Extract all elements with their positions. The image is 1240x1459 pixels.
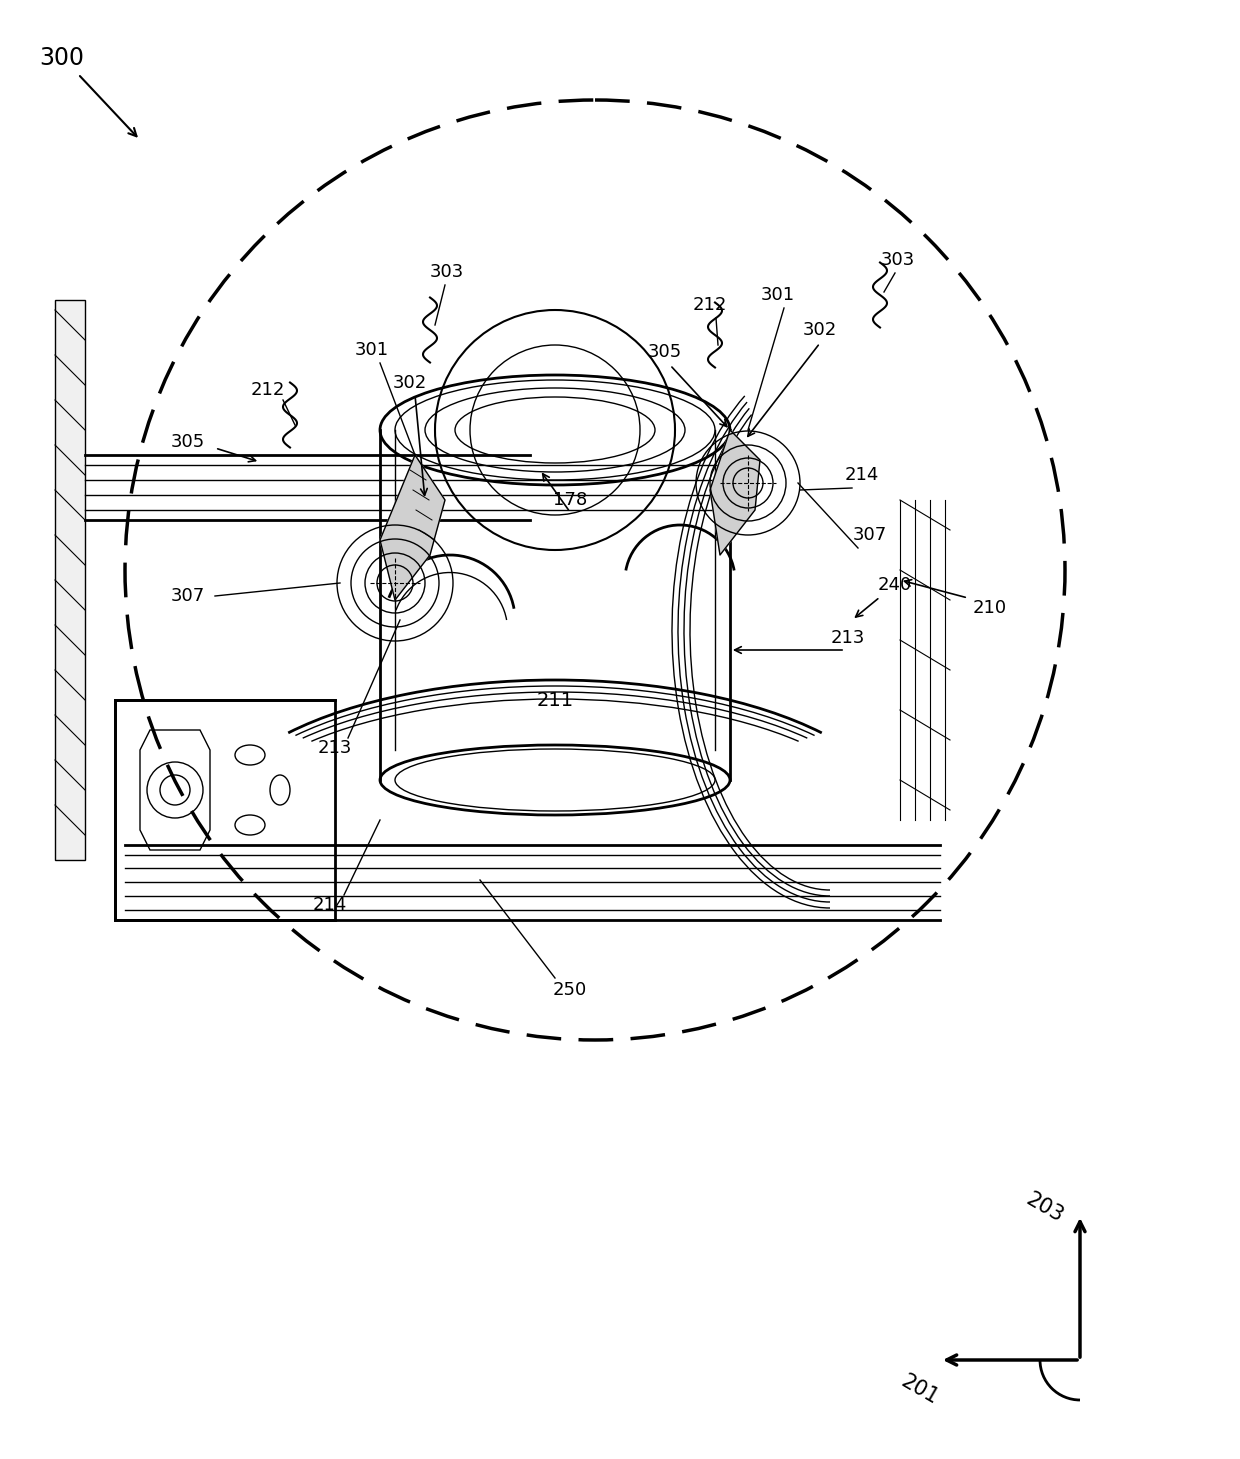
Polygon shape	[55, 301, 86, 859]
Text: 307: 307	[171, 587, 205, 605]
Text: 303: 303	[430, 263, 464, 282]
Text: 212: 212	[250, 381, 285, 398]
Text: 302: 302	[802, 321, 837, 338]
Text: 210: 210	[973, 600, 1007, 617]
Text: 302: 302	[393, 374, 427, 392]
Text: 305: 305	[647, 343, 682, 360]
Text: 250: 250	[553, 980, 587, 999]
Text: 301: 301	[355, 341, 389, 359]
Text: 201: 201	[898, 1371, 942, 1408]
Text: 305: 305	[171, 433, 205, 451]
Text: 214: 214	[844, 465, 879, 484]
Polygon shape	[711, 430, 760, 554]
Text: 300: 300	[40, 47, 84, 70]
Text: 213: 213	[317, 740, 352, 757]
Text: 240: 240	[878, 576, 913, 594]
Text: 203: 203	[1023, 1189, 1068, 1227]
Text: 211: 211	[537, 690, 574, 709]
Text: 301: 301	[761, 286, 795, 303]
Bar	[115, 700, 335, 921]
Text: 213: 213	[831, 629, 866, 646]
Polygon shape	[379, 455, 445, 600]
Text: 307: 307	[853, 527, 887, 544]
Text: 214: 214	[312, 896, 347, 913]
Text: 178: 178	[553, 492, 587, 509]
Text: 303: 303	[880, 251, 915, 268]
Text: 212: 212	[693, 296, 727, 314]
